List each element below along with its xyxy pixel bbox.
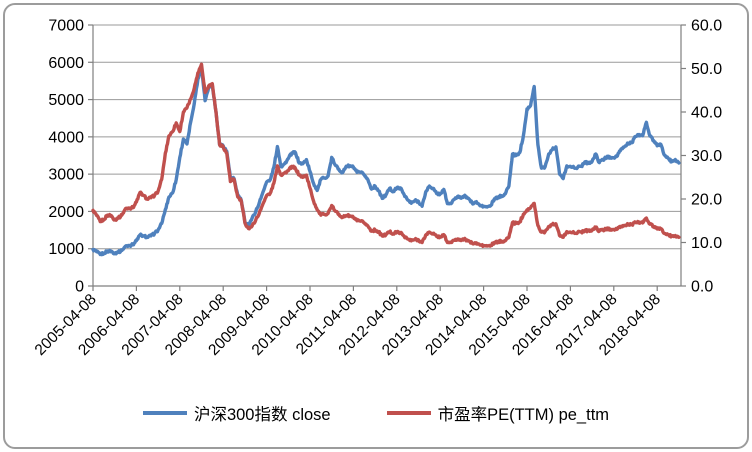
y-axis-right-label: 30.0 [691, 148, 722, 165]
y-axis-left-label: 7000 [48, 18, 84, 35]
y-axis-left: 0 1000 2000 3000 4000 5000 6000 7000 [48, 18, 93, 296]
y-axis-right-label: 50.0 [691, 61, 722, 78]
y-axis-left-label: 4000 [48, 129, 84, 146]
legend-swatch-close-line [142, 411, 187, 415]
y-axis-right: 0.0 10.0 20.0 30.0 40.0 50.0 60.0 [681, 18, 722, 296]
y-axis-left-label: 0 [75, 279, 84, 296]
y-axis-right-label: 20.0 [691, 192, 722, 209]
legend-swatch-pe-line [386, 411, 431, 415]
legend-item-pe: 市盈率PE(TTM) pe_ttm [386, 401, 610, 425]
series-pe-line [91, 62, 681, 248]
y-axis-left-label: 3000 [48, 167, 84, 184]
y-axis-right-label: 40.0 [691, 105, 722, 122]
legend-label-pe: 市盈率PE(TTM) pe_ttm [437, 406, 610, 424]
y-axis-right-label: 10.0 [691, 235, 722, 252]
y-axis-right-label: 0.0 [691, 279, 713, 296]
legend-label-close: 沪深300指数 close [193, 406, 331, 424]
legend-item-close: 沪深300指数 close [142, 401, 331, 425]
legend: 沪深300指数 close 市盈率PE(TTM) pe_ttm [0, 401, 752, 425]
y-axis-left-label: 6000 [48, 55, 84, 72]
y-axis-right-label: 60.0 [691, 18, 722, 35]
x-axis: 2005-04-082006-04-082007-04-082008-04-08… [32, 286, 664, 359]
series-close-line [91, 64, 681, 257]
y-axis-left-label: 1000 [48, 241, 84, 258]
gridlines [93, 24, 681, 250]
y-axis-left-label: 2000 [48, 204, 84, 221]
y-axis-left-label: 5000 [48, 92, 84, 109]
